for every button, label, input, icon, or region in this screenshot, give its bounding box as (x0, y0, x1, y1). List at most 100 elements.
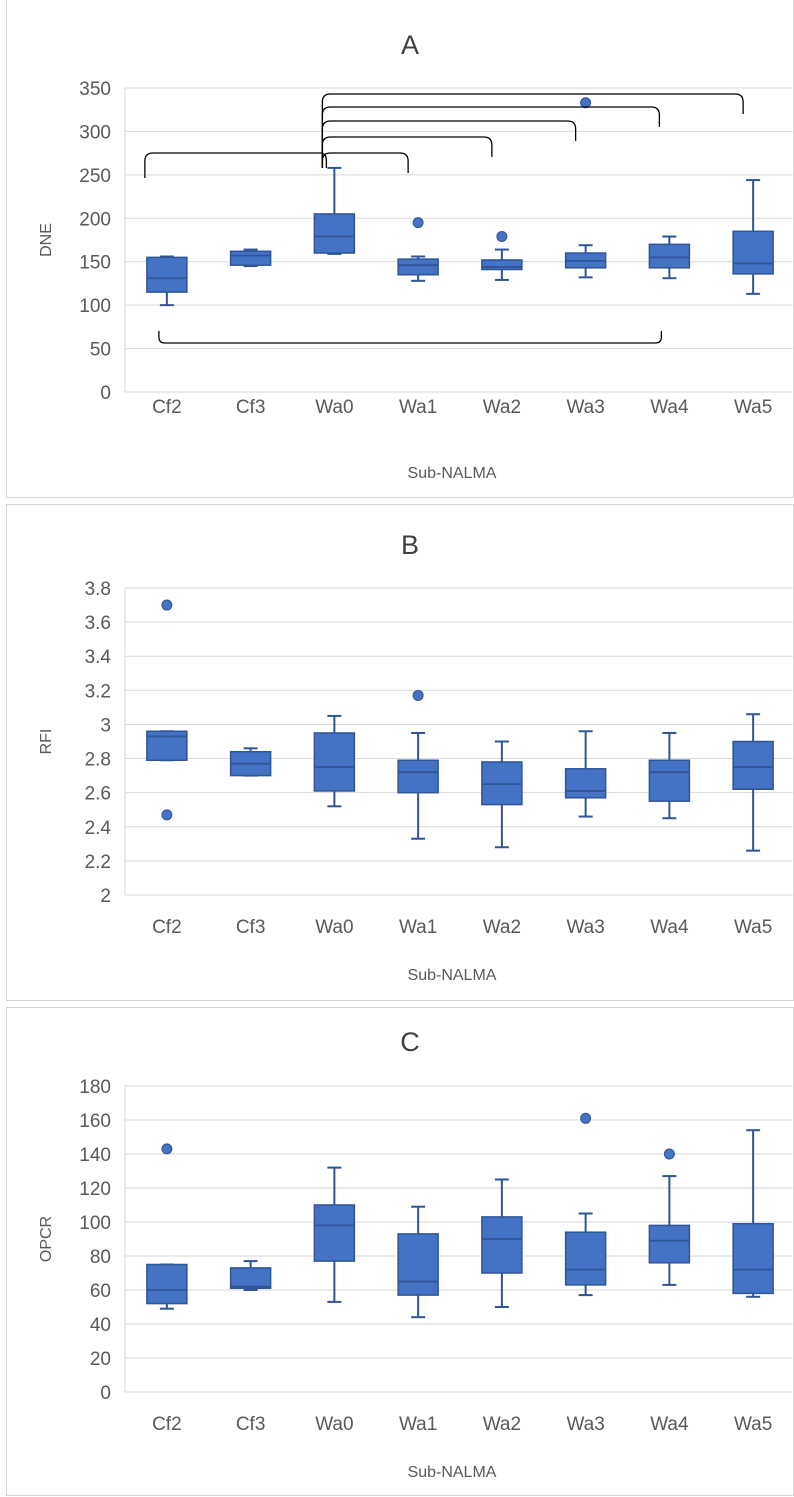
y-axis-label: RFI (38, 729, 55, 755)
y-tick-label: 3.8 (85, 579, 111, 600)
x-tick-label: Cf3 (236, 917, 266, 938)
y-tick-label: 120 (79, 1179, 111, 1200)
y-tick-label: 100 (79, 296, 111, 317)
y-tick-label: 150 (79, 253, 111, 274)
x-tick-label: Wa0 (315, 397, 353, 418)
x-tick-label: Cf2 (152, 917, 182, 938)
chart-title: B (401, 530, 419, 560)
y-tick-label: 80 (90, 1247, 111, 1268)
boxplot-chart-b: B 2 2.2 2.4 2.6 2.8 3 3.2 3.4 3.6 3.8 RFI Cf2 Cf3 Wa0 W… (38, 530, 794, 984)
x-tick-label: Wa4 (650, 917, 689, 938)
outlier-point (496, 231, 508, 243)
box-cf3 (229, 250, 272, 266)
x-tick-label: Wa2 (483, 1414, 521, 1435)
y-tick-label: 3.6 (85, 613, 111, 634)
x-tick-label: Cf3 (236, 1414, 266, 1435)
y-tick-label: 2.2 (85, 852, 111, 873)
outlier-point (161, 1143, 173, 1155)
box-wa4 (648, 243, 691, 269)
outlier-point (412, 217, 424, 229)
box-wa0 (313, 213, 356, 254)
x-tick-label: Wa1 (399, 1414, 437, 1435)
x-tick-label: Wa0 (315, 917, 353, 938)
x-tick-label: Cf3 (236, 397, 266, 418)
y-tick-label: 20 (90, 1349, 111, 1370)
x-axis-label: Sub-NALMA (408, 465, 497, 482)
chart-title: C (400, 1027, 420, 1057)
y-tick-label: 3.4 (85, 647, 112, 668)
y-tick-label: 2.4 (85, 818, 112, 839)
outlier-point (161, 599, 173, 611)
box-wa2 (481, 259, 523, 271)
x-axis-label: Sub-NALMA (408, 967, 497, 984)
y-tick-label: 160 (79, 1111, 111, 1132)
y-tick-label: 3.2 (85, 681, 111, 702)
y-tick-label: 350 (79, 79, 111, 100)
box-cf2 (146, 256, 188, 293)
y-tick-label: 0 (100, 383, 111, 404)
x-tick-label: Wa4 (650, 397, 689, 418)
x-tick-label: Wa0 (315, 1414, 353, 1435)
outlier-point (161, 809, 173, 821)
x-tick-label: Wa5 (734, 1414, 772, 1435)
x-tick-label: Wa1 (399, 397, 437, 418)
box-wa1 (397, 1233, 439, 1296)
significance-bracket (144, 152, 328, 178)
outlier-point (412, 689, 424, 701)
chart-title: A (401, 30, 419, 60)
x-tick-label: Wa2 (483, 397, 521, 418)
x-tick-label: Wa3 (566, 1414, 604, 1435)
outlier-point (663, 1148, 675, 1160)
box-wa5 (732, 740, 774, 791)
box-wa0 (313, 732, 356, 792)
x-tick-label: Cf2 (152, 1414, 182, 1435)
x-axis-label: Sub-NALMA (408, 1464, 497, 1481)
boxplot-chart-c: C 0 20 40 60 80 100 120 140 160 180 OPCR Cf2 Cf3 Wa0 Wa… (38, 1027, 794, 1481)
y-tick-label: 180 (79, 1077, 111, 1098)
box-wa4 (648, 1224, 691, 1264)
significance-bracket (321, 93, 744, 168)
box-wa3 (564, 768, 607, 799)
significance-bracket (321, 120, 577, 168)
x-tick-label: Wa5 (734, 397, 772, 418)
y-axis-label: DNE (38, 223, 55, 257)
box-wa0 (313, 1204, 356, 1262)
outlier-point (580, 97, 592, 109)
y-tick-label: 50 (90, 340, 111, 361)
box-wa1 (397, 258, 439, 276)
significance-bracket-bottom (158, 331, 663, 344)
y-tick-label: 2.8 (85, 750, 111, 771)
y-tick-label: 60 (90, 1281, 111, 1302)
y-tick-label: 2.6 (85, 784, 111, 805)
y-tick-label: 3 (100, 715, 111, 736)
box-wa2 (481, 1216, 523, 1274)
box-wa5 (732, 230, 774, 275)
y-tick-label: 300 (79, 122, 111, 143)
box-wa1 (397, 759, 439, 794)
box-cf3 (229, 1267, 272, 1290)
y-tick-label: 200 (79, 209, 111, 230)
y-axis-label: OPCR (38, 1216, 55, 1262)
x-tick-label: Wa5 (734, 917, 772, 938)
chart-panel-b: B 2 2.2 2.4 2.6 2.8 3 3.2 3.4 3.6 3.8 RFI Cf2 Cf3 Wa0 W… (6, 504, 794, 1001)
x-tick-label: Wa2 (483, 917, 521, 938)
chart-panel-a: A 0 50 100 150 200 250 300 350 DNE Cf2 Cf3 Wa0 Wa1 Wa2… (6, 0, 794, 498)
x-tick-label: Wa1 (399, 917, 437, 938)
box-wa5 (732, 1222, 774, 1295)
outlier-point (580, 1112, 592, 1124)
box-cf2 (146, 1263, 188, 1305)
chart-panel-c: C 0 20 40 60 80 100 120 140 160 180 OPCR Cf2 Cf3 Wa0 Wa… (6, 1007, 794, 1496)
y-tick-label: 140 (79, 1145, 111, 1166)
x-tick-label: Wa3 (566, 397, 604, 418)
box-wa3 (564, 1231, 607, 1286)
y-tick-label: 2 (100, 886, 111, 907)
y-tick-label: 40 (90, 1315, 111, 1336)
y-tick-label: 250 (79, 166, 111, 187)
x-tick-label: Wa3 (566, 917, 604, 938)
y-tick-label: 100 (79, 1213, 111, 1234)
x-tick-label: Cf2 (152, 397, 182, 418)
boxplot-chart-a: A 0 50 100 150 200 250 300 350 DNE Cf2 Cf3 Wa0 Wa1 Wa2… (38, 30, 794, 482)
y-tick-label: 0 (100, 1383, 111, 1404)
box-wa4 (648, 759, 691, 802)
x-tick-label: Wa4 (650, 1414, 689, 1435)
